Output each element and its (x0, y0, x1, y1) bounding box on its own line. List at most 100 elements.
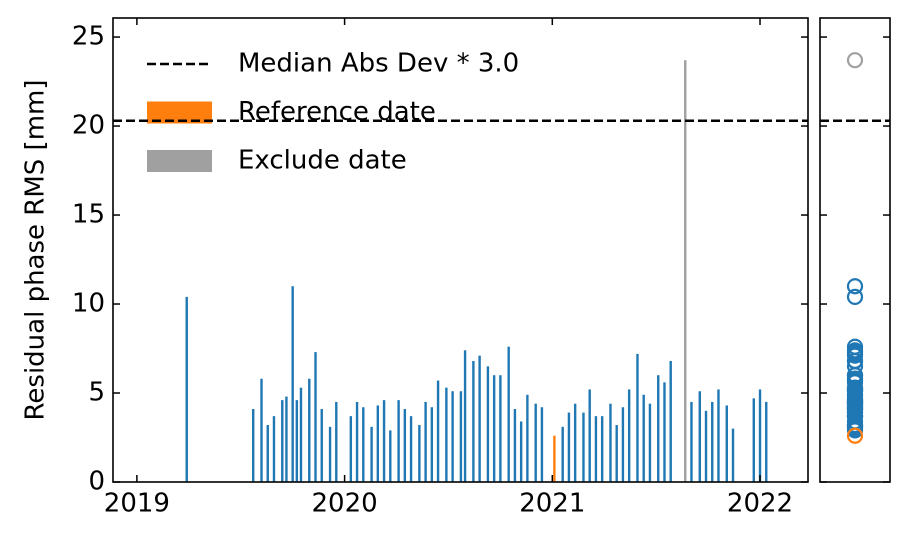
bar (609, 403, 612, 482)
y-tick-label: 20 (72, 111, 105, 141)
bar (752, 398, 755, 482)
distribution-point (846, 420, 864, 437)
bar (397, 400, 400, 482)
bar (409, 416, 413, 482)
distribution-point (846, 381, 864, 398)
bar (355, 401, 359, 482)
distribution-point (846, 427, 864, 444)
bar (266, 425, 269, 482)
bar (669, 360, 672, 482)
bar (281, 400, 284, 482)
y-tick-label: 5 (88, 378, 105, 408)
bar (588, 389, 591, 482)
bar (370, 426, 373, 482)
bar (451, 391, 454, 482)
bar (642, 394, 645, 482)
bar (335, 401, 338, 482)
bar (349, 416, 353, 482)
bar (698, 391, 701, 482)
bar (295, 400, 299, 482)
bar (711, 401, 714, 482)
distribution-point (846, 352, 864, 370)
y-tick-label: 25 (72, 22, 105, 52)
legend-label: Median Abs Dev * 3.0 (238, 49, 519, 79)
bar (758, 389, 762, 482)
bar (499, 375, 502, 482)
bar (725, 405, 728, 482)
bar (285, 396, 288, 482)
legend-swatch (147, 150, 212, 172)
bar (526, 394, 529, 482)
bar (519, 421, 523, 482)
bar (492, 375, 496, 482)
legend-label: Reference date (238, 97, 436, 127)
bar (636, 353, 639, 482)
bar (403, 409, 407, 482)
bar (252, 409, 255, 482)
bar (561, 426, 564, 482)
legend-swatch (147, 101, 212, 124)
bar (389, 430, 392, 482)
y-tick-label: 0 (88, 467, 105, 497)
bar (430, 407, 434, 482)
bar (272, 416, 276, 482)
bar (424, 401, 427, 482)
bar (314, 352, 317, 482)
bar (320, 409, 323, 482)
bar (472, 360, 475, 482)
bar (463, 350, 467, 482)
side-panel-frame (819, 17, 891, 483)
x-tick-label: 2019 (104, 489, 170, 519)
bar (362, 407, 365, 482)
x-tick-label: 2022 (727, 489, 793, 519)
bar (291, 286, 294, 482)
bar (663, 382, 666, 482)
bar (582, 412, 585, 482)
bar (418, 425, 421, 482)
distribution-point (846, 288, 864, 305)
bar (260, 378, 263, 482)
bar (185, 296, 188, 482)
bar (765, 401, 768, 482)
y-axis-label: Residual phase RMS [mm] (21, 80, 51, 421)
bar (513, 409, 517, 482)
bar (459, 391, 463, 482)
y-tick-label: 10 (72, 289, 105, 319)
bar (704, 410, 708, 482)
distribution-point (846, 278, 864, 295)
bar (594, 416, 598, 482)
bar (507, 346, 510, 482)
bar (382, 400, 386, 482)
bar (540, 407, 544, 482)
distribution-point (846, 345, 864, 362)
bar (657, 375, 660, 482)
legend-label: Exclude date (238, 146, 407, 176)
bar (328, 426, 332, 482)
bar (445, 387, 448, 482)
distribution-point (846, 402, 864, 419)
bar (627, 389, 631, 482)
bar (567, 412, 571, 482)
bar (486, 366, 490, 482)
distribution-point (846, 52, 864, 69)
bar (436, 380, 440, 482)
bar (478, 355, 481, 482)
bar (534, 403, 537, 482)
distribution-point (846, 393, 864, 411)
bar (731, 428, 735, 482)
bar (553, 435, 556, 482)
bar (648, 403, 652, 482)
y-tick-label: 15 (72, 200, 105, 230)
distribution-point (846, 358, 864, 375)
x-tick-label: 2021 (519, 489, 585, 519)
bar (308, 378, 311, 482)
plot-frame (112, 17, 809, 483)
bar (621, 407, 625, 482)
bar (690, 401, 693, 482)
bar (684, 60, 687, 482)
bar (299, 387, 303, 482)
distribution-point (846, 374, 864, 391)
bar (615, 425, 618, 482)
bar (376, 405, 380, 482)
